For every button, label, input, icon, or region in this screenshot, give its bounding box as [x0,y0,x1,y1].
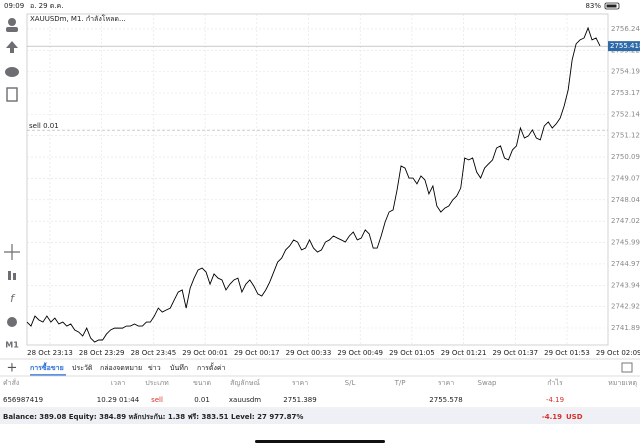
summary-bar [0,409,640,424]
x-tick-label: 29 Oct 02:09 [596,349,640,357]
table-header: คำสั่ง [3,378,19,387]
tab[interactable]: บันทึก [170,363,188,372]
x-tick-label: 29 Oct 01:05 [389,349,435,357]
y-tick-label: 2753.17 [611,89,640,97]
y-tick-label: 2748.045 [611,196,640,204]
table-cell: -4.19 [546,396,564,404]
y-tick-label: 2752.145 [611,110,640,118]
table-header: ขนาด [193,379,211,387]
table-header: สัญลักษณ์ [230,379,260,387]
table-header: T/P [394,379,406,387]
table-header: กำไร [547,378,563,387]
table-header: หมายเหตุ [608,379,637,387]
y-tick-label: 2754.195 [611,68,640,76]
tabs: การซื้อขาย ประวัติ กล่องจดหมาย ข่าว บันทึก กา… [30,361,226,376]
status-date: อ. 29 ต.ค. [30,2,63,10]
table: คำสั่ง เวลา ประเภท ขนาด สัญลักษณ์ ราคา S/L T/P ร… [0,378,640,409]
chart-title: XAUUSDm, M1. กำลังโหลด... [30,14,126,23]
status-time: 09:09 [4,2,24,10]
table-cell: 2755.578 [429,396,462,404]
x-tick-label: 29 Oct 01:37 [492,349,538,357]
price-line [26,26,601,343]
battery-level [606,4,617,8]
y-tick-label: 2750.095 [611,153,640,161]
y-tick-label: 2743.945 [611,281,640,289]
toolbar: f [4,18,20,327]
current-price-label: 2755.418 [610,42,640,50]
x-tick-label: 29 Oct 00:01 [182,349,228,357]
table-cell: sell [151,396,163,404]
tool-chat[interactable] [5,67,19,77]
x-tick-label: 29 Oct 01:21 [441,349,487,357]
y-tick-label: 2756.245 [611,25,640,33]
tool-indicator-2 [13,273,16,280]
summary-text: Balance: 389.08 Equity: 384.89 หลักประกั… [3,413,303,421]
tab[interactable]: ประวัติ [72,364,93,372]
battery-icon [604,2,620,10]
chart-frame [26,13,609,346]
table-cell: 10.29 01:44 [97,396,140,404]
y-tick-label: 2744.970 [611,260,640,268]
x-tick-label: 28 Oct 23:29 [79,349,125,357]
chart: 2756.2452755.2202754.1952753.172752.1452… [26,14,640,357]
summary-profit: -4.19 [542,413,562,421]
status-battery: 83% [585,2,601,10]
y-tick-label: 2751.120 [611,132,640,140]
order-line-label: sell 0.01 [29,122,59,130]
y-tick-label: 2742.920 [611,303,640,311]
tab[interactable]: การซื้อขาย [30,361,64,372]
y-tick-label: 2747.020 [611,217,640,225]
tool-account[interactable] [8,18,16,26]
tab[interactable]: ข่าว [148,364,161,372]
tool-indicator[interactable] [8,271,11,280]
table-header: ราคา [292,379,308,387]
summary-currency: USD [566,413,583,421]
tab[interactable]: การตั้งค่า [197,361,226,372]
y-tick-label: 2745.995 [611,239,640,247]
tab[interactable]: กล่องจดหมาย [100,364,142,372]
table-header: ประเภท [145,379,169,387]
tool-crosshair[interactable] [4,244,20,260]
tool-trade[interactable] [6,41,18,53]
table-header: เวลา [111,379,126,387]
x-tick-label: 29 Oct 00:49 [337,349,383,357]
current-price-box [608,41,640,52]
y-tick-label: 2741.895 [611,324,640,332]
table-cell: 656987419 [3,396,43,404]
tool-function[interactable]: f [10,292,16,305]
table-header: ราคา [438,379,454,387]
layout-icon[interactable] [621,362,633,373]
table-cell: xauusdm [229,396,261,404]
x-tick-label: 28 Oct 23:45 [131,349,177,357]
home-indicator [255,440,385,443]
add-button[interactable]: + [7,361,18,376]
y-tick-label: 2749.07 [611,174,640,182]
table-cell: 2751.389 [283,396,316,404]
tool-new[interactable] [6,87,18,102]
timeframe[interactable]: M1 [5,341,19,350]
x-tick-label: 29 Oct 00:17 [234,349,280,357]
x-tick-label: 28 Oct 23:13 [27,349,73,357]
table-header: S/L [345,379,356,387]
table-header: Swap [478,379,497,387]
x-tick-label: 29 Oct 00:33 [286,349,332,357]
table-cell: 0.01 [194,396,210,404]
tool-objects[interactable] [7,317,17,327]
x-tick-label: 29 Oct 01:53 [544,349,590,357]
tool-account-body [6,27,18,32]
